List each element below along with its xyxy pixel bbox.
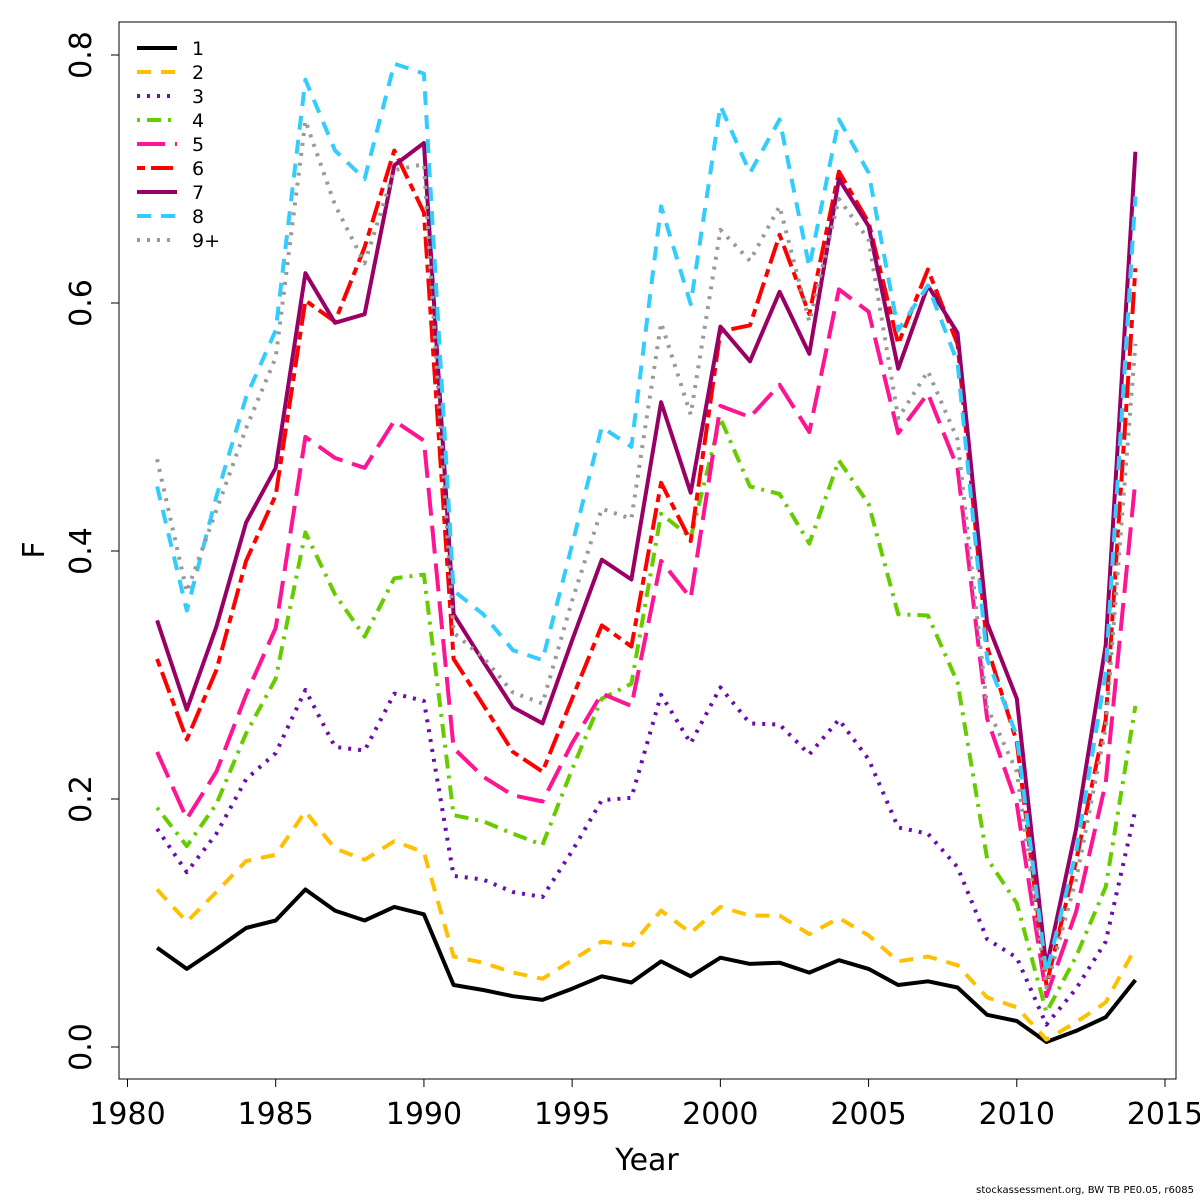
legend-label: 3 <box>192 86 204 108</box>
legend-label: 1 <box>192 38 204 60</box>
x-tick-label: 2015 <box>1127 1097 1200 1132</box>
footer-credit: stockassessment.org, BW TB PE0.05, r6085 <box>976 1185 1194 1196</box>
y-tick-label: 0.2 <box>64 775 99 823</box>
series-line-5 <box>155 287 1138 999</box>
x-tick-label: 1995 <box>534 1097 610 1132</box>
legend-label: 6 <box>192 158 204 180</box>
series-line-7 <box>155 141 1138 970</box>
x-tick-label: 2005 <box>830 1097 906 1132</box>
legend-label: 7 <box>192 182 204 204</box>
y-tick-label: 0.8 <box>64 31 99 79</box>
x-tick-label: 1990 <box>386 1097 462 1132</box>
series-line-4 <box>155 416 1138 1015</box>
y-axis: 0.0 0.2 0.4 0.6 0.8 <box>64 31 120 1071</box>
legend-label: 2 <box>192 62 204 84</box>
legend-label: 4 <box>192 110 204 132</box>
series-line-9plus <box>155 118 1138 990</box>
legend-label: 8 <box>192 206 204 228</box>
x-axis-title: Year <box>614 1143 679 1178</box>
series-layer <box>155 61 1138 1044</box>
x-tick-label: 1985 <box>238 1097 314 1132</box>
x-tick-label: 2000 <box>682 1097 758 1132</box>
legend-label: 9+ <box>192 230 220 252</box>
y-tick-label: 0.6 <box>64 279 99 327</box>
x-axis: 1980 1985 1990 1995 2000 2005 2010 2015 <box>89 1078 1200 1132</box>
y-tick-label: 0.0 <box>64 1023 99 1071</box>
series-line-1 <box>155 887 1137 1044</box>
x-tick-label: 2010 <box>979 1097 1055 1132</box>
series-line-2 <box>155 809 1138 1042</box>
legend-label: 5 <box>192 134 204 156</box>
series-line-8 <box>155 61 1138 976</box>
y-tick-label: 0.4 <box>64 527 99 575</box>
y-axis-title: F <box>17 541 52 558</box>
x-tick-label: 1980 <box>89 1097 165 1132</box>
